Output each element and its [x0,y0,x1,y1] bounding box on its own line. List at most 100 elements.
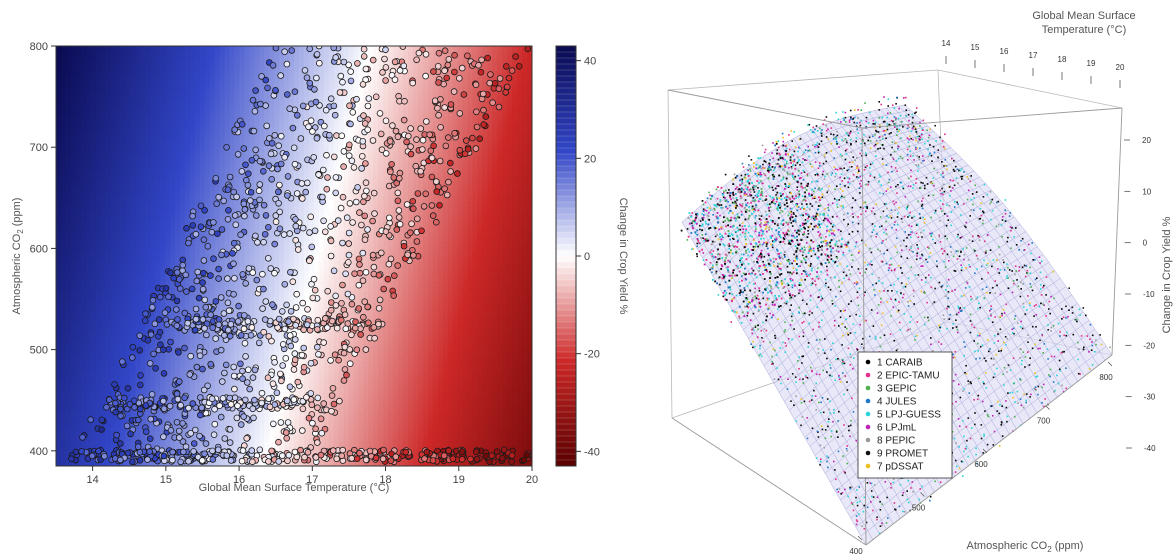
heatmap-cell [343,361,350,367]
heatmap-cell [70,216,77,222]
heatmap-cell [70,156,77,162]
heatmap-cell [179,356,186,362]
heatmap-cell [244,211,250,217]
heatmap-cell [239,291,246,297]
heatmap-cell [328,61,335,67]
heatmap-cell [165,226,171,232]
heatmap-cell [184,61,191,67]
heatmap-cell [209,331,216,337]
heatmap-cell [80,441,87,447]
heatmap-cell [105,296,112,302]
heatmap-cell [343,426,350,432]
heatmap-cell [239,191,246,197]
heatmap-cell [90,321,97,327]
heatmap-cell [130,241,136,247]
heatmap-cell [70,321,77,327]
heatmap-cell [135,311,141,317]
heatmap-cell [80,301,87,307]
heatmap-cell [204,66,211,72]
heatmap-cell [189,366,196,372]
heatmap-cell [56,131,62,137]
heatmap-cell [95,321,102,327]
heatmap-cell [120,186,127,192]
heatmap-cell [219,441,226,447]
heatmap-cell [313,196,320,202]
heatmap-cell [234,436,241,442]
heatmap-cell [135,166,141,172]
heatmap-cell [65,76,72,82]
heatmap-cell [249,46,255,52]
heatmap-cell [56,396,62,402]
heatmap-cell [244,76,250,82]
heatmap-cell [150,376,156,382]
heatmap-cell [294,86,300,92]
heatmap-cell [150,91,156,97]
heatmap-cell [160,86,166,92]
heatmap-cell [160,141,166,147]
heatmap-cell [328,461,335,466]
heatmap-cell [170,181,176,187]
heatmap-cell [184,196,191,202]
heatmap-cell [165,376,171,382]
heatmap-cell [184,386,191,392]
heatmap-cell [160,306,166,312]
heatmap-cell [313,201,320,207]
heatmap-cell [204,351,211,357]
heatmap-cell [308,146,315,152]
heatmap-cell [303,146,310,152]
heatmap-cell [150,386,156,392]
heatmap-cell [145,421,151,427]
heatmap-cell [303,136,310,142]
heatmap-cell [90,391,97,397]
heatmap-cell [135,281,141,287]
heatmap-cell [264,96,270,102]
heatmap-cell [254,251,260,257]
heatmap-cell [224,261,231,267]
heatmap-cell [239,356,246,362]
heatmap-cell [318,296,325,302]
heatmap-cell [160,71,166,77]
heatmap-cell [160,411,166,417]
heatmap-cell [289,86,295,92]
heatmap-cell [313,421,320,427]
heatmap-cell [194,111,201,117]
heatmap-cell [100,376,107,382]
heatmap-cell [224,256,231,262]
heatmap-cell [70,276,77,282]
heatmap-cell [333,381,340,387]
heatmap-cell [194,106,201,112]
heatmap-cell [179,251,186,257]
heatmap-cell [170,191,176,197]
heatmap-cell [229,436,236,442]
heatmap-cell [194,421,201,427]
heatmap-cell [130,191,136,197]
heatmap-cell [343,201,350,207]
heatmap-cell [184,141,191,147]
heatmap-cell [189,51,196,57]
heatmap-cell [125,251,131,257]
heatmap-cell [333,431,340,437]
heatmap-cell [254,206,260,212]
heatmap-cell [60,101,67,107]
heatmap-cell [298,61,305,67]
heatmap-cell [199,291,206,297]
heatmap-cell [318,271,325,277]
heatmap-cell [239,71,246,77]
heatmap-cell [90,56,97,62]
heatmap-cell [110,356,117,362]
heatmap-cell [130,246,136,252]
heatmap-cell [85,151,92,157]
heatmap-cell [56,111,62,117]
heatmap-cell [224,266,231,272]
heatmap-cell [189,141,196,147]
heatmap-cell [184,436,191,442]
heatmap-cell [338,431,345,437]
heatmap-cell [264,106,270,112]
heatmap-cell [338,411,345,417]
heatmap-cell [135,436,141,442]
heatmap-cell [160,211,166,217]
heatmap-cell [140,201,146,207]
heatmap-cell [179,201,186,207]
heatmap-cell [135,291,141,297]
heatmap-cell [209,196,216,202]
